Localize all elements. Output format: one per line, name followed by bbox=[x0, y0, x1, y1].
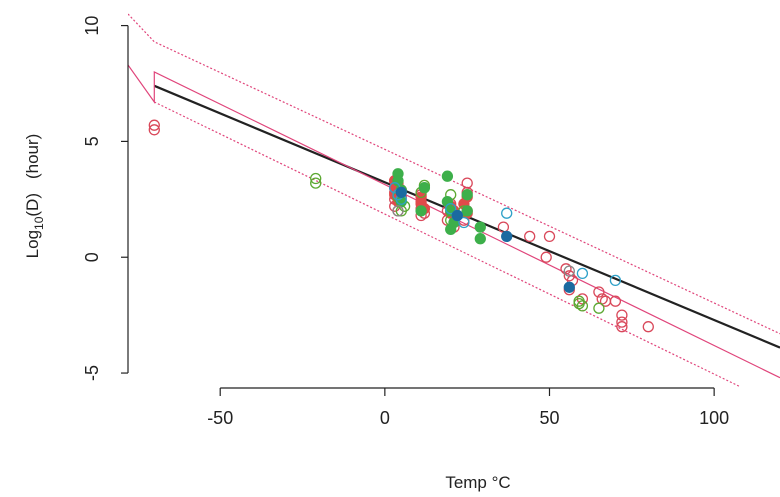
data-point bbox=[458, 216, 470, 229]
data-point bbox=[616, 316, 628, 328]
data-point bbox=[540, 251, 552, 263]
data-point bbox=[474, 221, 486, 233]
data-point bbox=[573, 297, 585, 310]
data-point bbox=[310, 177, 322, 189]
data-point bbox=[593, 302, 605, 314]
x-tick-label: 0 bbox=[380, 408, 390, 428]
data-point bbox=[616, 321, 628, 333]
data-point bbox=[395, 186, 407, 199]
data-point bbox=[310, 172, 322, 185]
x-axis-title: Temp °C bbox=[445, 473, 510, 492]
data-point bbox=[543, 230, 556, 243]
data-point bbox=[609, 295, 622, 307]
x-tick-label: 50 bbox=[539, 408, 559, 428]
data-point bbox=[461, 205, 473, 217]
data-point bbox=[593, 286, 605, 298]
x-tick-label: -50 bbox=[207, 408, 233, 428]
data-point bbox=[497, 221, 510, 233]
data-point bbox=[392, 205, 404, 217]
y-axis-title: Log10(D) (hour) bbox=[23, 134, 46, 259]
data-point bbox=[576, 267, 589, 280]
data-point bbox=[560, 263, 572, 275]
y-tick-label: 5 bbox=[82, 136, 102, 146]
data-point bbox=[441, 170, 454, 182]
y-tick-label: 0 bbox=[82, 252, 102, 262]
data-point bbox=[418, 182, 431, 194]
y-axis-ticks: -5 0 5 10 bbox=[82, 16, 128, 381]
lower-bound-line bbox=[154, 101, 741, 388]
data-point bbox=[563, 265, 575, 277]
data-point bbox=[461, 177, 473, 189]
data-point bbox=[461, 189, 473, 201]
data-point bbox=[609, 274, 622, 287]
data-point bbox=[451, 209, 463, 222]
x-axis-ticks: -50 0 50 100 bbox=[207, 388, 729, 428]
data-point bbox=[445, 202, 457, 215]
data-point bbox=[415, 205, 427, 217]
y-title-d: (D) bbox=[23, 193, 42, 217]
data-point bbox=[501, 207, 513, 219]
y-tick-label: -5 bbox=[82, 365, 102, 381]
data-point bbox=[642, 321, 654, 333]
data-point bbox=[576, 300, 589, 312]
data-point bbox=[148, 124, 160, 136]
x-tick-label: 100 bbox=[699, 408, 729, 428]
y-title-subscript: 10 bbox=[32, 216, 46, 230]
data-points-layer bbox=[148, 119, 654, 333]
y-title-log: Log bbox=[23, 230, 42, 258]
data-point bbox=[474, 233, 486, 245]
y-tick-label: 10 bbox=[82, 16, 102, 36]
y-title-unit: (hour) bbox=[23, 134, 42, 179]
upper-bound-line bbox=[128, 13, 780, 335]
data-point bbox=[524, 230, 536, 243]
data-point bbox=[563, 281, 575, 293]
data-point bbox=[501, 230, 513, 243]
data-point bbox=[148, 119, 160, 131]
data-point bbox=[616, 309, 628, 321]
